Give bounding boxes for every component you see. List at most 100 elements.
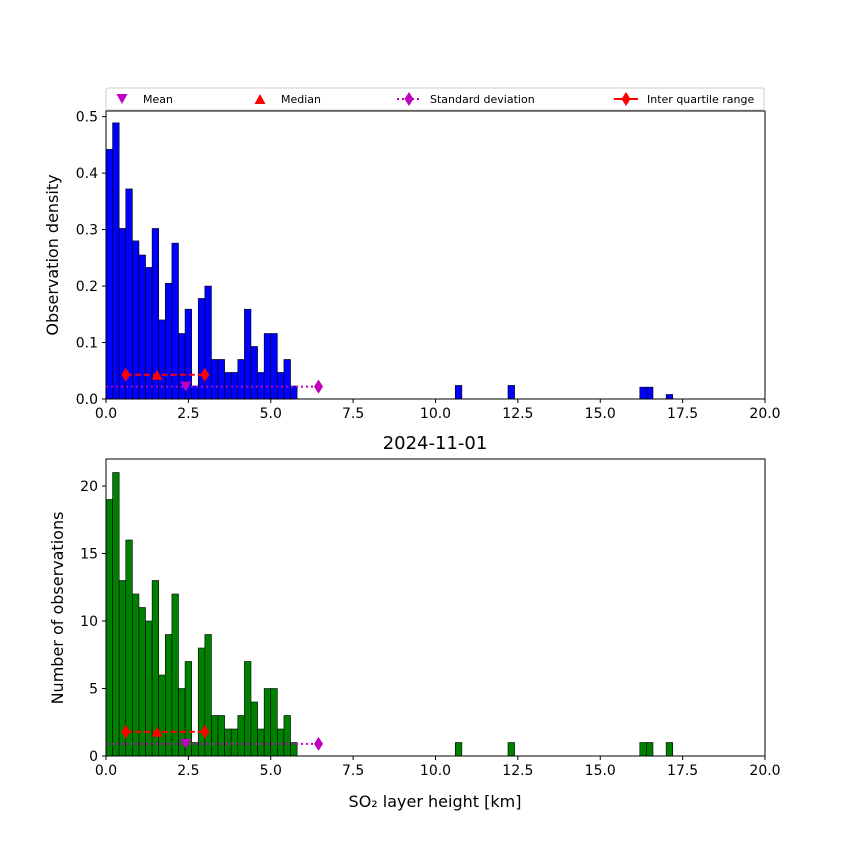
density-bar bbox=[507, 385, 515, 400]
count-bar bbox=[125, 539, 133, 757]
density-iqr-marker bbox=[121, 367, 131, 382]
count-bar bbox=[204, 634, 212, 757]
count-bar bbox=[250, 701, 258, 757]
density-bar bbox=[138, 254, 146, 400]
density-bar bbox=[217, 359, 225, 400]
density-bar bbox=[125, 188, 133, 400]
mean-marker-icon bbox=[116, 94, 128, 104]
density-bar bbox=[257, 372, 265, 400]
count-y-ticks: 0 5 10 15 20 bbox=[80, 479, 106, 765]
density-x-tick-label: 5.0 bbox=[260, 406, 282, 422]
density-y-tick-label: 0.5 bbox=[76, 110, 98, 126]
density-bar bbox=[244, 308, 252, 400]
density-x-ticks: 0.0 2.5 5.0 7.5 10.0 12.5 15.0 17.5 20.0 bbox=[95, 399, 781, 422]
iqr-diamond-icon bbox=[621, 92, 631, 106]
count-bar bbox=[665, 742, 674, 757]
median-marker-icon bbox=[254, 94, 266, 104]
density-bar bbox=[250, 346, 258, 400]
density-x-tick-label: 15.0 bbox=[585, 406, 616, 422]
count-bar bbox=[217, 715, 225, 757]
legend-label-mean: Mean bbox=[143, 93, 173, 106]
count-bar bbox=[230, 728, 239, 757]
count-bar bbox=[507, 742, 515, 757]
density-bar bbox=[263, 333, 272, 400]
count-y-tick-label: 15 bbox=[80, 547, 98, 563]
density-bar bbox=[197, 298, 206, 400]
count-bar bbox=[211, 715, 219, 757]
legend-entry-std: Standard deviation bbox=[397, 92, 535, 106]
density-bar bbox=[178, 333, 186, 400]
count-iqr-marker bbox=[121, 724, 131, 739]
density-bar bbox=[165, 282, 173, 400]
count-bar bbox=[257, 728, 265, 757]
count-bar bbox=[263, 688, 272, 757]
density-y-tick-label: 0.4 bbox=[76, 166, 98, 182]
count-x-tick-label: 15.0 bbox=[585, 763, 616, 779]
density-bar bbox=[237, 359, 245, 400]
density-bar bbox=[290, 385, 298, 400]
density-x-tick-label: 20.0 bbox=[749, 406, 780, 422]
count-y-tick-label: 20 bbox=[80, 479, 98, 495]
count-bar bbox=[237, 715, 245, 757]
count-bar bbox=[112, 472, 120, 757]
count-bar bbox=[138, 607, 146, 757]
legend-entry-mean: Mean bbox=[116, 93, 173, 106]
density-bar bbox=[191, 385, 199, 400]
count-bar bbox=[277, 728, 285, 757]
density-bar bbox=[145, 267, 153, 400]
count-bar bbox=[270, 688, 278, 757]
density-y-tick-label: 0.0 bbox=[76, 392, 98, 408]
density-x-tick-label: 2.5 bbox=[177, 406, 199, 422]
density-bar bbox=[270, 333, 278, 400]
density-iqr-marker bbox=[200, 367, 210, 382]
legend-frame bbox=[105, 87, 765, 111]
count-bar bbox=[283, 715, 291, 757]
count-bars bbox=[105, 472, 674, 757]
count-bar bbox=[639, 742, 647, 757]
count-x-tick-label: 5.0 bbox=[260, 763, 282, 779]
count-x-tick-label: 7.5 bbox=[342, 763, 364, 779]
density-std-marker bbox=[314, 379, 324, 394]
count-bar bbox=[165, 634, 173, 757]
density-mean-marker bbox=[180, 381, 192, 392]
count-mean-marker bbox=[180, 738, 192, 749]
density-bars bbox=[105, 122, 674, 400]
density-bar bbox=[665, 394, 674, 400]
density-x-tick-label: 12.5 bbox=[502, 406, 533, 422]
legend-label-std: Standard deviation bbox=[430, 93, 535, 106]
count-y-axis-label: Number of observations bbox=[48, 512, 67, 705]
density-x-tick-label: 0.0 bbox=[95, 406, 117, 422]
density-bar bbox=[112, 122, 120, 400]
count-bar bbox=[244, 661, 252, 757]
count-histogram-panel: 2024-11-01 0.0 2.5 5.0 7.5 10.0 12.5 15.0 17.5 2… bbox=[48, 433, 781, 811]
density-x-tick-label: 17.5 bbox=[667, 406, 698, 422]
legend-label-median: Median bbox=[281, 93, 321, 106]
count-bar bbox=[646, 742, 654, 757]
count-x-axis-label: SO₂ layer height [km] bbox=[349, 792, 522, 811]
count-bar bbox=[197, 647, 206, 757]
density-stat-markers bbox=[106, 367, 324, 394]
density-bar bbox=[646, 386, 654, 400]
count-bar bbox=[224, 728, 232, 757]
density-median-marker bbox=[151, 369, 163, 380]
density-histogram-panel: 0.0 2.5 5.0 7.5 10.0 12.5 15.0 17.5 20.0 0.00.10… bbox=[43, 110, 781, 422]
density-y-axis-label: Observation density bbox=[43, 174, 62, 335]
legend-label-iqr: Inter quartile range bbox=[647, 93, 754, 106]
count-iqr-marker bbox=[200, 724, 210, 739]
count-stat-markers bbox=[106, 724, 324, 751]
density-x-tick-label: 7.5 bbox=[342, 406, 364, 422]
density-bar bbox=[639, 386, 647, 400]
count-x-tick-label: 0.0 bbox=[95, 763, 117, 779]
count-x-tick-label: 12.5 bbox=[502, 763, 533, 779]
density-bar bbox=[454, 385, 463, 400]
density-bar bbox=[105, 149, 113, 400]
density-y-tick-label: 0.2 bbox=[76, 279, 98, 295]
density-y-tick-label: 0.3 bbox=[76, 223, 98, 239]
count-bar bbox=[178, 688, 186, 757]
density-x-tick-label: 10.0 bbox=[420, 406, 451, 422]
count-y-tick-label: 5 bbox=[89, 682, 98, 698]
count-x-tick-label: 20.0 bbox=[749, 763, 780, 779]
density-y-ticks: 0.0 0.1 0.2 0.3 0.4 0.5 bbox=[76, 110, 106, 408]
count-chart-title: 2024-11-01 bbox=[383, 433, 488, 454]
